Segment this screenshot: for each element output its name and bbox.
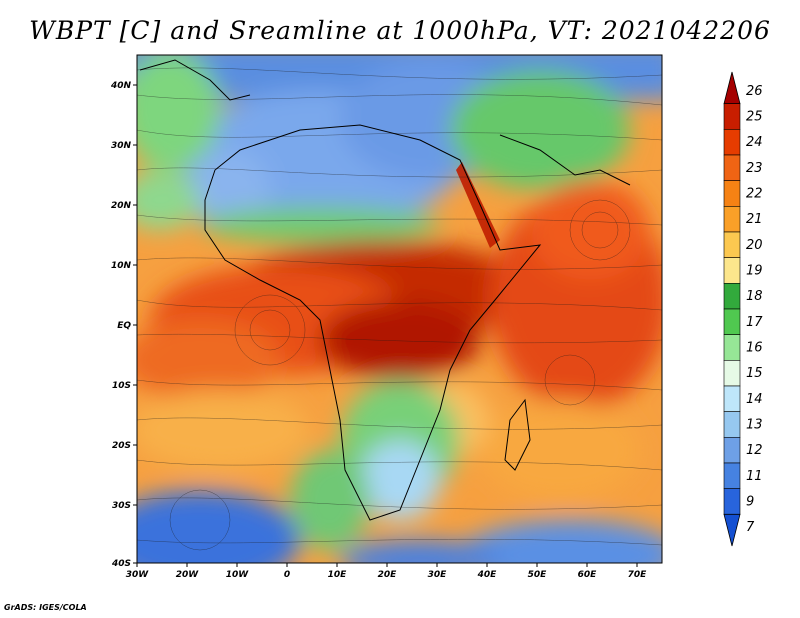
colorbar-label: 13 — [746, 418, 763, 433]
colorbar-label: 23 — [746, 161, 763, 176]
wbpt-field — [137, 55, 662, 563]
colorbar-swatch — [723, 488, 741, 515]
colorbar-swatch — [723, 513, 741, 547]
colorbar-swatch — [723, 231, 741, 258]
lat-tick-label: 30N — [111, 141, 132, 151]
colorbar-swatch — [723, 360, 741, 387]
colorbar-label: 17 — [746, 315, 763, 330]
lon-tick-label: 30E — [428, 570, 448, 580]
streamlines — [137, 67, 662, 551]
lon-tick-label: 50E — [528, 570, 548, 580]
lon-tick-label: 10W — [226, 570, 250, 580]
colorbar-label: 15 — [746, 366, 763, 381]
lat-tick-label: 20N — [111, 201, 132, 211]
colorbar-label: 26 — [746, 84, 763, 99]
lat-tick-label: 10N — [111, 261, 132, 271]
colorbar-label: 24 — [746, 135, 763, 150]
colorbar-swatch — [723, 308, 741, 335]
latitude-ticks: 40N 30N 20N 10N EQ 10S 20S 30S 40S — [110, 81, 137, 569]
longitude-ticks: 30W 20W 10W 0 10E 20E 30E 40E 50E 60E 70E — [126, 563, 647, 580]
lon-tick-label: 20E — [378, 570, 398, 580]
colorbar-label: 25 — [746, 110, 763, 125]
colorbar-label: 7 — [746, 520, 755, 535]
lon-tick-label: 60E — [578, 570, 598, 580]
lon-tick-label: 10E — [328, 570, 348, 580]
colorbar-label: 18 — [746, 289, 763, 304]
colorbar-swatch — [723, 180, 741, 207]
colorbar-swatch — [723, 206, 741, 233]
colorbar-label: 11 — [746, 469, 763, 484]
colorbar-label: 16 — [746, 341, 763, 356]
lon-tick-label: 70E — [628, 570, 648, 580]
lon-tick-label: 0 — [284, 570, 290, 580]
lat-tick-label: EQ — [117, 321, 131, 331]
lat-tick-label: 20S — [112, 441, 131, 451]
colorbar-swatch — [723, 334, 741, 361]
colorbar-swatch — [723, 283, 741, 310]
colorbar-swatch — [723, 385, 741, 412]
lon-tick-label: 30W — [126, 570, 150, 580]
colorbar-label: 20 — [746, 238, 763, 253]
lat-tick-label: 30S — [112, 501, 131, 511]
colorbar-swatch — [723, 154, 741, 181]
colorbar-swatch — [723, 257, 741, 284]
colorbar-label: 22 — [746, 187, 763, 202]
lon-tick-label: 20W — [176, 570, 200, 580]
colorbar-label: 12 — [746, 443, 763, 458]
colorbar-label: 14 — [746, 392, 763, 407]
colorbar-swatch — [723, 103, 741, 130]
colorbar-label: 9 — [746, 495, 754, 510]
colorbar-label: 19 — [746, 264, 763, 279]
lat-tick-label: 10S — [112, 381, 131, 391]
colorbar-swatch — [723, 437, 741, 464]
colorbar-swatch — [723, 462, 741, 489]
chart-title: WBPT [C] and Sreamline at 1000hPa, VT: 2… — [29, 16, 771, 45]
colorbar-swatch — [723, 411, 741, 438]
colorbar: 26 25 24 23 22 21 20 19 18 17 16 15 14 13 12 11 9 7 — [723, 71, 763, 547]
lon-tick-label: 40E — [477, 570, 498, 580]
coastlines — [139, 59, 631, 521]
colorbar-swatch — [723, 129, 741, 156]
lat-tick-label: 40N — [110, 81, 132, 91]
colorbar-swatch — [723, 71, 741, 105]
lat-tick-label: 40S — [111, 559, 131, 569]
colorbar-label: 21 — [746, 212, 763, 227]
credit-label: GrADS: IGES/COLA — [4, 603, 87, 612]
map-frame — [136, 54, 663, 564]
